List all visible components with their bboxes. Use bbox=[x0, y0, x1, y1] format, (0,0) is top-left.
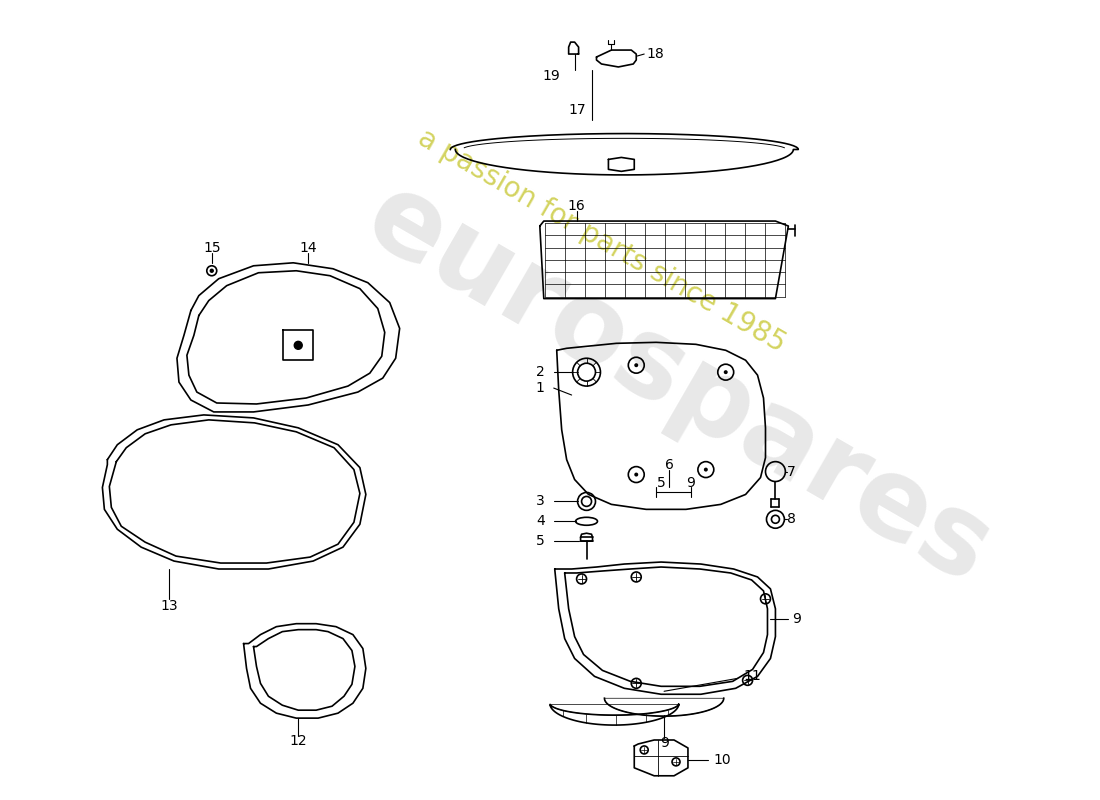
Text: 7: 7 bbox=[788, 465, 796, 478]
Text: eurospares: eurospares bbox=[346, 162, 1009, 606]
Text: 5: 5 bbox=[536, 534, 544, 548]
Text: 16: 16 bbox=[568, 199, 585, 213]
Text: 17: 17 bbox=[569, 102, 586, 117]
Text: 5: 5 bbox=[657, 475, 665, 490]
Text: 13: 13 bbox=[161, 598, 178, 613]
Text: 11: 11 bbox=[744, 670, 761, 683]
Text: 9: 9 bbox=[686, 475, 695, 490]
Text: 4: 4 bbox=[536, 514, 544, 528]
Text: 6: 6 bbox=[664, 458, 673, 472]
Circle shape bbox=[295, 342, 302, 350]
Text: 10: 10 bbox=[714, 753, 732, 767]
Text: 2: 2 bbox=[536, 365, 544, 379]
Text: 1: 1 bbox=[536, 381, 544, 395]
Text: 3: 3 bbox=[536, 494, 544, 509]
Text: 9: 9 bbox=[660, 736, 669, 750]
Text: a passion for parts since 1985: a passion for parts since 1985 bbox=[412, 124, 790, 358]
Circle shape bbox=[724, 370, 728, 374]
Text: 8: 8 bbox=[788, 512, 796, 526]
Text: 18: 18 bbox=[646, 47, 664, 61]
Circle shape bbox=[704, 468, 707, 471]
Circle shape bbox=[635, 473, 638, 477]
Text: 14: 14 bbox=[299, 241, 317, 255]
Text: 12: 12 bbox=[289, 734, 307, 748]
Text: 9: 9 bbox=[792, 612, 801, 626]
Circle shape bbox=[210, 270, 213, 272]
Text: 15: 15 bbox=[202, 241, 221, 255]
Text: 19: 19 bbox=[542, 69, 560, 83]
Circle shape bbox=[635, 363, 638, 367]
